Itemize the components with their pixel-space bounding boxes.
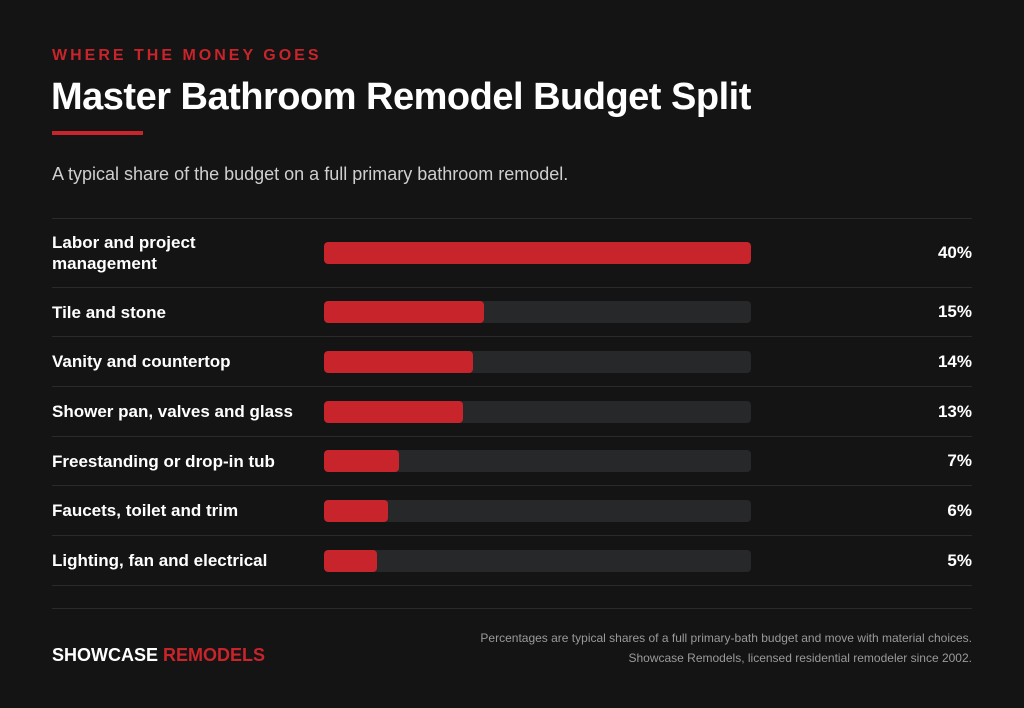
value-label: 14% xyxy=(937,351,972,371)
category-label: Faucets, toilet and trim xyxy=(52,501,239,520)
footer-notes: Percentages are typical shares of a full… xyxy=(480,628,972,668)
eyebrow-label: WHERE THE MONEY GOES xyxy=(52,47,322,64)
chart-row: Labor and project management 40% xyxy=(52,219,972,288)
category-label: Vanity and countertop xyxy=(52,352,231,371)
bar-track xyxy=(324,350,751,373)
bar-track xyxy=(324,499,751,522)
page-title: Master Bathroom Remodel Budget Split xyxy=(51,76,751,118)
chart-row: Tile and stone 15% xyxy=(52,288,972,337)
bar-track xyxy=(324,242,751,264)
bar-track xyxy=(324,400,751,423)
category-label: Tile and stone xyxy=(52,302,166,322)
chart-row: Shower pan, valves and glass 13% xyxy=(52,387,972,437)
value-label: 40% xyxy=(937,243,972,262)
bar-track xyxy=(324,301,751,323)
bar-track xyxy=(324,450,751,472)
footer-note-line1: Percentages are typical shares of a full… xyxy=(480,631,972,645)
chart-row: Freestanding or drop-in tub 7% xyxy=(52,437,972,486)
bar xyxy=(324,400,463,423)
bar xyxy=(324,242,751,264)
value-label: 7% xyxy=(947,451,972,470)
page-subtitle: A typical share of the budget on a full … xyxy=(52,164,569,184)
category-label: Lighting, fan and electrical xyxy=(52,551,268,570)
footer-note-line2: Showcase Remodels, licensed residential … xyxy=(628,651,972,665)
chart-row: Lighting, fan and electrical 5% xyxy=(52,536,972,586)
bar xyxy=(324,350,474,373)
bar xyxy=(324,549,378,572)
footer-divider xyxy=(52,608,972,609)
category-label: Freestanding or drop-in tub xyxy=(52,451,275,471)
bar xyxy=(324,499,389,522)
category-label: Shower pan, valves and glass xyxy=(52,402,293,421)
value-label: 6% xyxy=(947,500,972,520)
title-accent-rule xyxy=(52,131,143,135)
value-label: 13% xyxy=(937,401,972,421)
chart-row: Vanity and countertop 14% xyxy=(52,337,972,387)
bar xyxy=(324,301,485,323)
value-label: 15% xyxy=(937,302,972,321)
bar-track xyxy=(324,549,751,572)
brand-name-part2: REMODELS xyxy=(163,645,266,665)
chart-row: Faucets, toilet and trim 6% xyxy=(52,486,972,536)
brand-name-part1: SHOWCASE xyxy=(52,645,159,665)
bar xyxy=(324,450,399,472)
bar-chart: Labor and project management 40% Tile and … xyxy=(52,218,972,586)
brand-logo: SHOWCASE REMODELS xyxy=(52,645,265,666)
category-label: Labor and project management xyxy=(52,233,196,273)
value-label: 5% xyxy=(947,550,972,570)
